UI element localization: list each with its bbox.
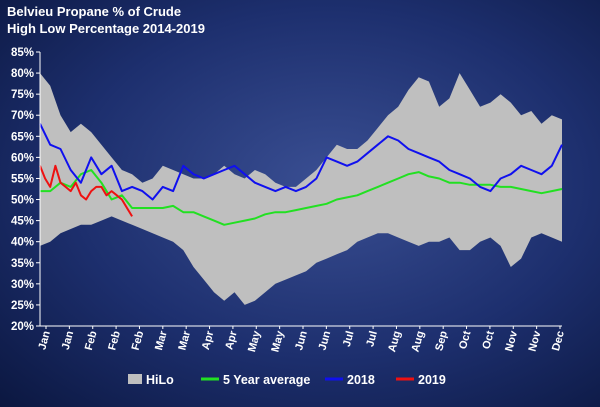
- y-axis: 20% 25% 30% 35% 40% 45% 50% 55% 60% 65% 70% 75% 80% 8…: [11, 47, 41, 333]
- x-tick-label: Mar: [153, 329, 170, 352]
- y-tick-label: 20%: [11, 321, 34, 333]
- y-tick-label: 50%: [11, 195, 34, 207]
- x-tick-label: Aug: [386, 330, 403, 354]
- legend-label-5-year-average: 5 Year average: [223, 373, 310, 387]
- y-tick-label: 70%: [11, 110, 34, 122]
- x-tick-label: Jan: [36, 329, 53, 351]
- x-tick-label: Mar: [176, 329, 193, 352]
- x-tick-label: Aug: [410, 330, 427, 354]
- x-tick-label: Sep: [433, 329, 450, 352]
- x-tick-label: Jul: [364, 330, 380, 348]
- legend: HiLo 5 Year average 2018 2019: [128, 373, 446, 387]
- legend-label-2019: 2019: [418, 373, 446, 387]
- y-tick-label: 80%: [11, 68, 34, 80]
- x-tick-label: Feb: [106, 329, 123, 351]
- x-tick-label: Oct: [480, 329, 496, 350]
- x-tick-label: Jun: [317, 329, 334, 351]
- y-tick-label: 55%: [11, 173, 34, 185]
- x-tick-label: Jul: [341, 330, 357, 348]
- x-tick-label: Apr: [223, 329, 240, 351]
- x-tick-label: Jun: [293, 329, 310, 351]
- y-tick-label: 30%: [11, 279, 34, 291]
- x-tick-label: Dec: [550, 330, 567, 353]
- chart-title-line2: High Low Percentage 2014-2019: [7, 21, 205, 36]
- chart-title-line1: Belvieu Propane % of Crude: [7, 4, 182, 19]
- series-2019-line: [39, 164, 133, 217]
- y-tick-label: 75%: [11, 89, 34, 101]
- x-tick-label: Nov: [503, 329, 520, 353]
- y-tick-label: 35%: [11, 258, 34, 270]
- x-tick-label: Feb: [83, 329, 100, 351]
- x-tick-label: Jan: [60, 329, 77, 351]
- x-tick-label: May: [246, 329, 263, 354]
- series-2018-line: [39, 123, 563, 201]
- y-tick-label: 65%: [11, 131, 34, 143]
- x-tick-label: May: [269, 329, 286, 354]
- y-tick-label: 45%: [11, 216, 34, 228]
- x-tick-label: Oct: [457, 329, 473, 350]
- x-axis: Jan Jan Feb Feb Feb Mar Mar Apr Apr May May Jun Jun J…: [36, 325, 567, 354]
- y-tick-label: 25%: [11, 300, 34, 312]
- legend-swatch-hilo: [128, 374, 142, 384]
- legend-label-hilo: HiLo: [146, 373, 174, 387]
- series-5-year-average-line: [40, 169, 563, 226]
- x-tick-label: Feb: [130, 329, 147, 351]
- y-tick-label: 85%: [11, 47, 34, 59]
- y-tick-label: 60%: [11, 152, 34, 164]
- x-tick-label: Nov: [527, 329, 544, 353]
- x-tick-label: Apr: [200, 329, 217, 351]
- legend-label-2018: 2018: [347, 373, 375, 387]
- y-tick-label: 40%: [11, 237, 34, 249]
- plot-area: [39, 73, 563, 305]
